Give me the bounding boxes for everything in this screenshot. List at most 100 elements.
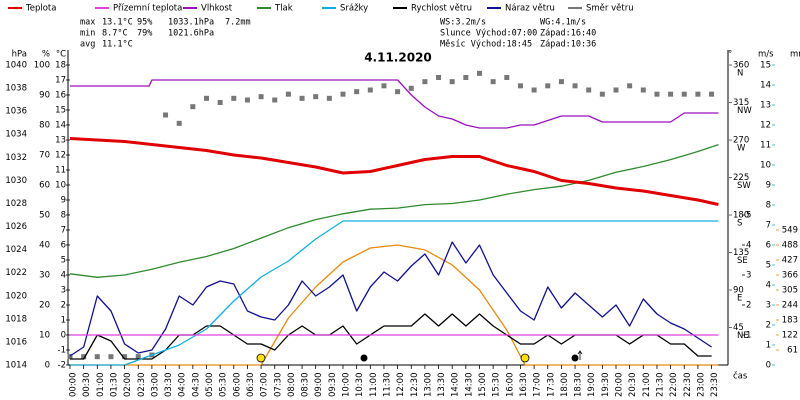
y-tick-label: 3 — [61, 286, 66, 296]
y-tick-label: 7 — [766, 221, 771, 231]
y-tick-label: -2 — [58, 361, 66, 371]
y-tick-label: 270 — [733, 136, 749, 146]
y-tick-label: 7 — [61, 226, 66, 236]
y-tick-label: 1038 — [5, 84, 27, 94]
y-tick-label: 244 — [782, 301, 798, 311]
y-tick-label: 5 — [746, 211, 751, 221]
direction-point — [163, 112, 169, 118]
y-tick-label: 13 — [55, 136, 66, 146]
y-tick-label: 315 — [733, 98, 749, 108]
x-tick-label: 02:00 — [123, 373, 133, 398]
stat-value: 1021.6hPa — [168, 29, 214, 39]
stat-value: 1033.1hPa — [168, 18, 214, 28]
direction-point — [599, 91, 605, 97]
direction-point — [299, 95, 305, 101]
y-tick-label: 4 — [766, 281, 771, 291]
y-tick-label: 1034 — [5, 130, 27, 140]
x-tick-label: 16:00 — [505, 373, 515, 398]
y-tick-label: 3 — [766, 301, 771, 311]
x-tick-label: 20:30 — [628, 373, 638, 398]
x-tick-label: 03:00 — [150, 373, 160, 398]
x-tick-label: 06:30 — [246, 373, 256, 398]
direction-point — [176, 120, 182, 126]
y-tick-label: 1014 — [5, 361, 27, 371]
x-tick-label: 21:00 — [642, 373, 652, 398]
x-tick-label: 11:00 — [369, 373, 379, 398]
direction-point — [381, 83, 387, 89]
direction-point — [285, 91, 291, 97]
y-tick-label: 13 — [760, 101, 771, 111]
y-tick-label: -1 — [58, 346, 66, 356]
y-tick-label: 12 — [760, 121, 771, 131]
direction-point — [408, 85, 414, 91]
legend-label: Rychlost větru — [411, 4, 472, 14]
moon-info: Západ:10:36 — [540, 40, 596, 50]
stat-label: max — [80, 18, 95, 28]
y-tick-label: 18 — [55, 61, 66, 71]
axis-title: m/s — [758, 50, 774, 60]
y-tick-label: 0 — [61, 331, 66, 341]
y-tick-label: 1018 — [5, 314, 27, 324]
direction-point — [490, 79, 496, 85]
direction-point — [668, 91, 674, 97]
legend-label: Směr větru — [586, 4, 634, 14]
compass-label: S — [737, 219, 742, 229]
compass-label: NW — [737, 106, 752, 116]
direction-point — [367, 87, 373, 93]
x-tick-label: 14:00 — [451, 373, 461, 398]
direction-point — [545, 83, 551, 89]
y-tick-label: 360 — [733, 61, 749, 71]
sunset-icon — [520, 353, 530, 363]
direction-point — [504, 75, 510, 80]
y-tick-label: 9 — [766, 181, 771, 191]
y-tick-label: 15 — [55, 106, 66, 116]
x-tick-label: 01:30 — [109, 373, 119, 398]
direction-point — [586, 87, 592, 93]
y-tick-label: 225 — [733, 173, 749, 183]
x-tick-label: 00:00 — [69, 373, 79, 398]
direction-point — [313, 94, 319, 100]
compass-label: E — [737, 294, 742, 304]
y-tick-label: 14 — [760, 81, 771, 91]
y-tick-label: 80 — [39, 121, 50, 131]
y-tick-label: 9 — [61, 196, 66, 206]
axis-title: hPa — [12, 50, 27, 60]
astro-icons — [256, 350, 583, 363]
x-tick-label: 16:30 — [519, 373, 529, 398]
legend-label: Tlak — [274, 4, 293, 14]
compass-label: SW — [737, 181, 751, 191]
x-tick-label: 09:00 — [314, 373, 324, 398]
stat-value: 11.1°C — [102, 40, 133, 50]
direction-point — [326, 95, 332, 101]
x-tick-label: 17:30 — [546, 373, 556, 398]
y-tick-label: 2 — [61, 301, 66, 311]
y-tick-label: 1030 — [5, 176, 27, 186]
legend-label: Přízemní teplota — [113, 4, 182, 14]
axis-title: mm — [790, 50, 800, 60]
direction-point — [258, 94, 264, 100]
stat-value: 79% — [137, 29, 152, 39]
compass-label: NE — [737, 331, 749, 341]
y-tick-label: 61 — [787, 346, 798, 356]
y-tick-label: 100 — [34, 61, 50, 71]
x-tick-label: 07:00 — [260, 373, 270, 398]
direction-point — [436, 75, 442, 80]
x-tick-label: 23:00 — [696, 373, 706, 398]
direction-point — [340, 91, 346, 97]
direction-point — [217, 100, 223, 105]
direction-point — [558, 79, 564, 85]
x-tick-label: 21:30 — [655, 373, 665, 398]
legend-label: Náraz větru — [505, 4, 555, 14]
wind-summary: WS:3.2m/s — [440, 18, 486, 28]
y-tick-label: 90 — [39, 91, 50, 101]
axis-title: ° — [728, 50, 732, 60]
x-tick-label: 22:00 — [669, 373, 679, 398]
y-tick-label: 1 — [766, 341, 771, 351]
direction-point — [695, 91, 701, 97]
x-tick-label: 00:30 — [82, 373, 92, 398]
compass-label: N — [737, 69, 743, 79]
direction-point — [517, 83, 523, 89]
moonrise-icon — [571, 354, 579, 362]
y-tick-label: 135 — [733, 248, 749, 258]
